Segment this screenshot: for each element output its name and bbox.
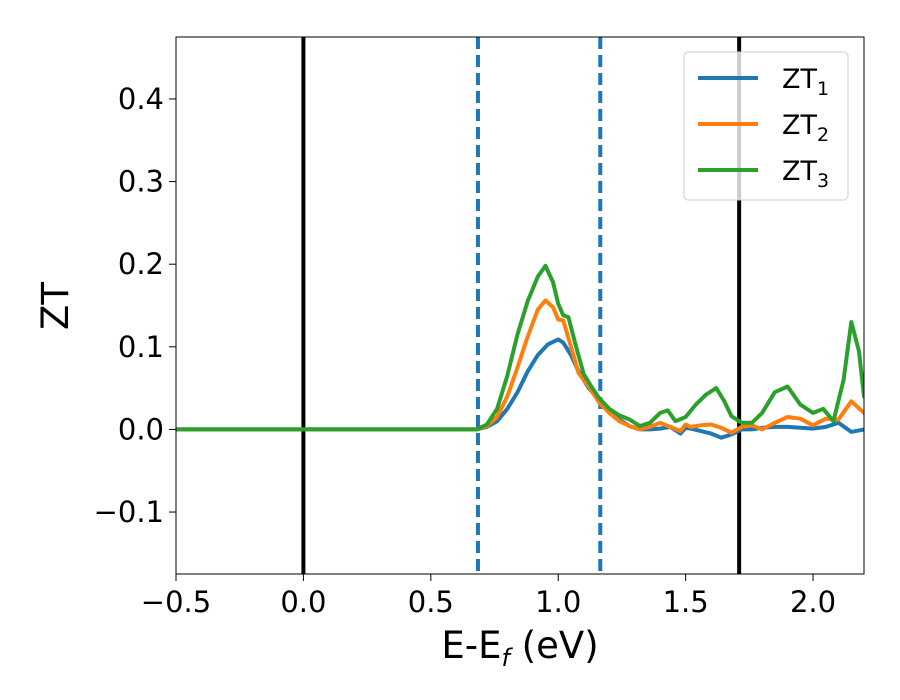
x-tick-label: 1.5: [663, 585, 709, 619]
legend-box: [683, 51, 849, 201]
x-tick-label: 1.0: [535, 585, 581, 619]
y-tick-label: 0.3: [118, 165, 164, 199]
x-tick-label: 2.0: [790, 585, 836, 619]
legend: ZT1 ZT2 ZT3: [683, 51, 849, 201]
y-tick-label: 0.4: [118, 82, 164, 116]
y-axis-ticks: −0.1 0.0 0.1 0.2 0.3 0.4: [94, 82, 176, 529]
series-lines: [176, 263, 864, 440]
series-line-2: [176, 298, 864, 435]
legend-label-2: ZT2: [782, 110, 829, 146]
x-tick-label: −0.5: [141, 585, 211, 619]
y-axis-title: ZT: [34, 282, 77, 330]
legend-label-3: ZT3: [782, 156, 829, 192]
legend-label-1: ZT1: [782, 64, 829, 100]
series-line-3: [176, 263, 864, 432]
x-axis-title-unit: (eV): [510, 624, 599, 667]
x-axis-title-main: E-E: [441, 624, 501, 667]
y-tick-label: 0.1: [118, 330, 164, 364]
plot-frame: [175, 36, 865, 575]
y-tick-label: 0.0: [118, 412, 164, 446]
x-tick-label: 0.0: [280, 585, 326, 619]
x-axis-ticks: −0.5 0.0 0.5 1.0 1.5 2.0: [141, 574, 836, 619]
x-axis-title: E-Ef (eV): [441, 624, 598, 672]
x-tick-label: 0.5: [408, 585, 454, 619]
y-tick-label: −0.1: [94, 495, 164, 529]
y-tick-label: 0.2: [118, 247, 164, 281]
